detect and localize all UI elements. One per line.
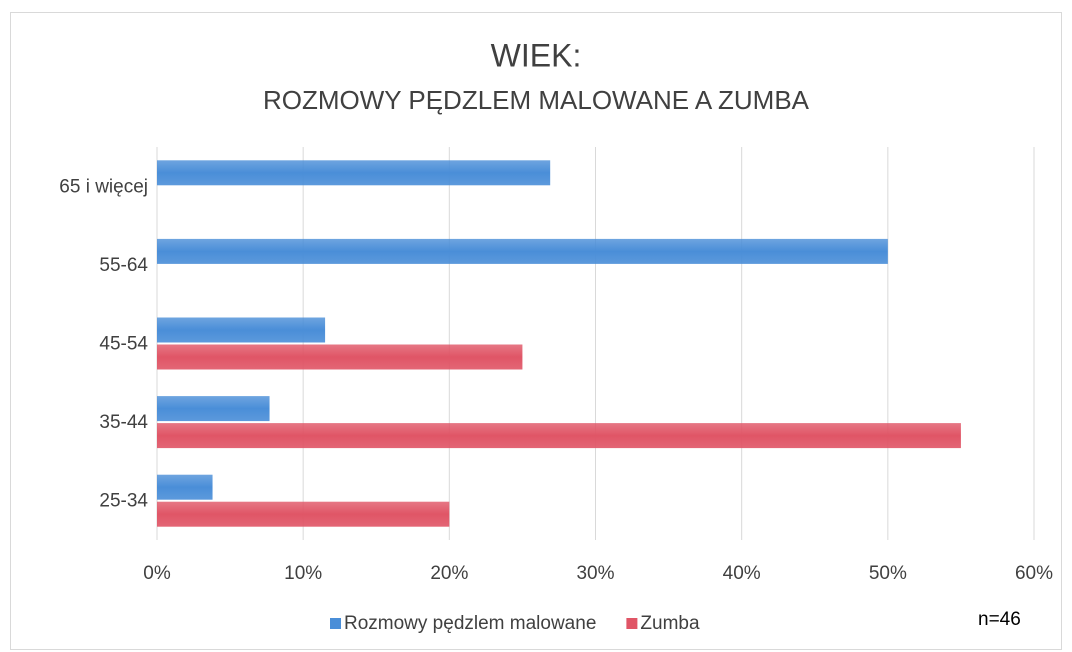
legend-swatch: [626, 618, 638, 629]
y-tick-label: 55-64: [99, 255, 148, 276]
legend-label: Rozmowy pędzlem malowane: [344, 613, 596, 634]
chart-subtitle: ROZMOWY PĘDZLEM MALOWANE A ZUMBA: [263, 85, 810, 115]
y-tick-label: 25-34: [99, 491, 148, 512]
bar: [157, 344, 523, 370]
bar: [157, 423, 961, 449]
bar: [157, 160, 551, 186]
annotation: n=46: [978, 609, 1021, 630]
y-tick-label: 45-54: [99, 334, 148, 355]
legend-swatch: [330, 618, 341, 629]
x-tick-label: 10%: [284, 563, 322, 584]
x-tick-label: 20%: [430, 563, 468, 584]
x-tick-label: 60%: [1015, 563, 1053, 584]
y-tick-label: 65 i więcej: [59, 176, 148, 197]
bar: [157, 501, 450, 527]
bar: [157, 396, 270, 422]
x-tick-label: 30%: [576, 563, 614, 584]
y-tick-label: 35-44: [99, 412, 148, 433]
chart-title: WIEK:: [491, 37, 582, 73]
bar: [157, 238, 888, 264]
bar: [157, 317, 326, 343]
x-tick-label: 0%: [143, 563, 171, 584]
x-tick-label: 50%: [869, 563, 907, 584]
x-tick-label: 40%: [723, 563, 761, 584]
legend-label: Zumba: [640, 613, 700, 634]
bar: [157, 474, 213, 500]
